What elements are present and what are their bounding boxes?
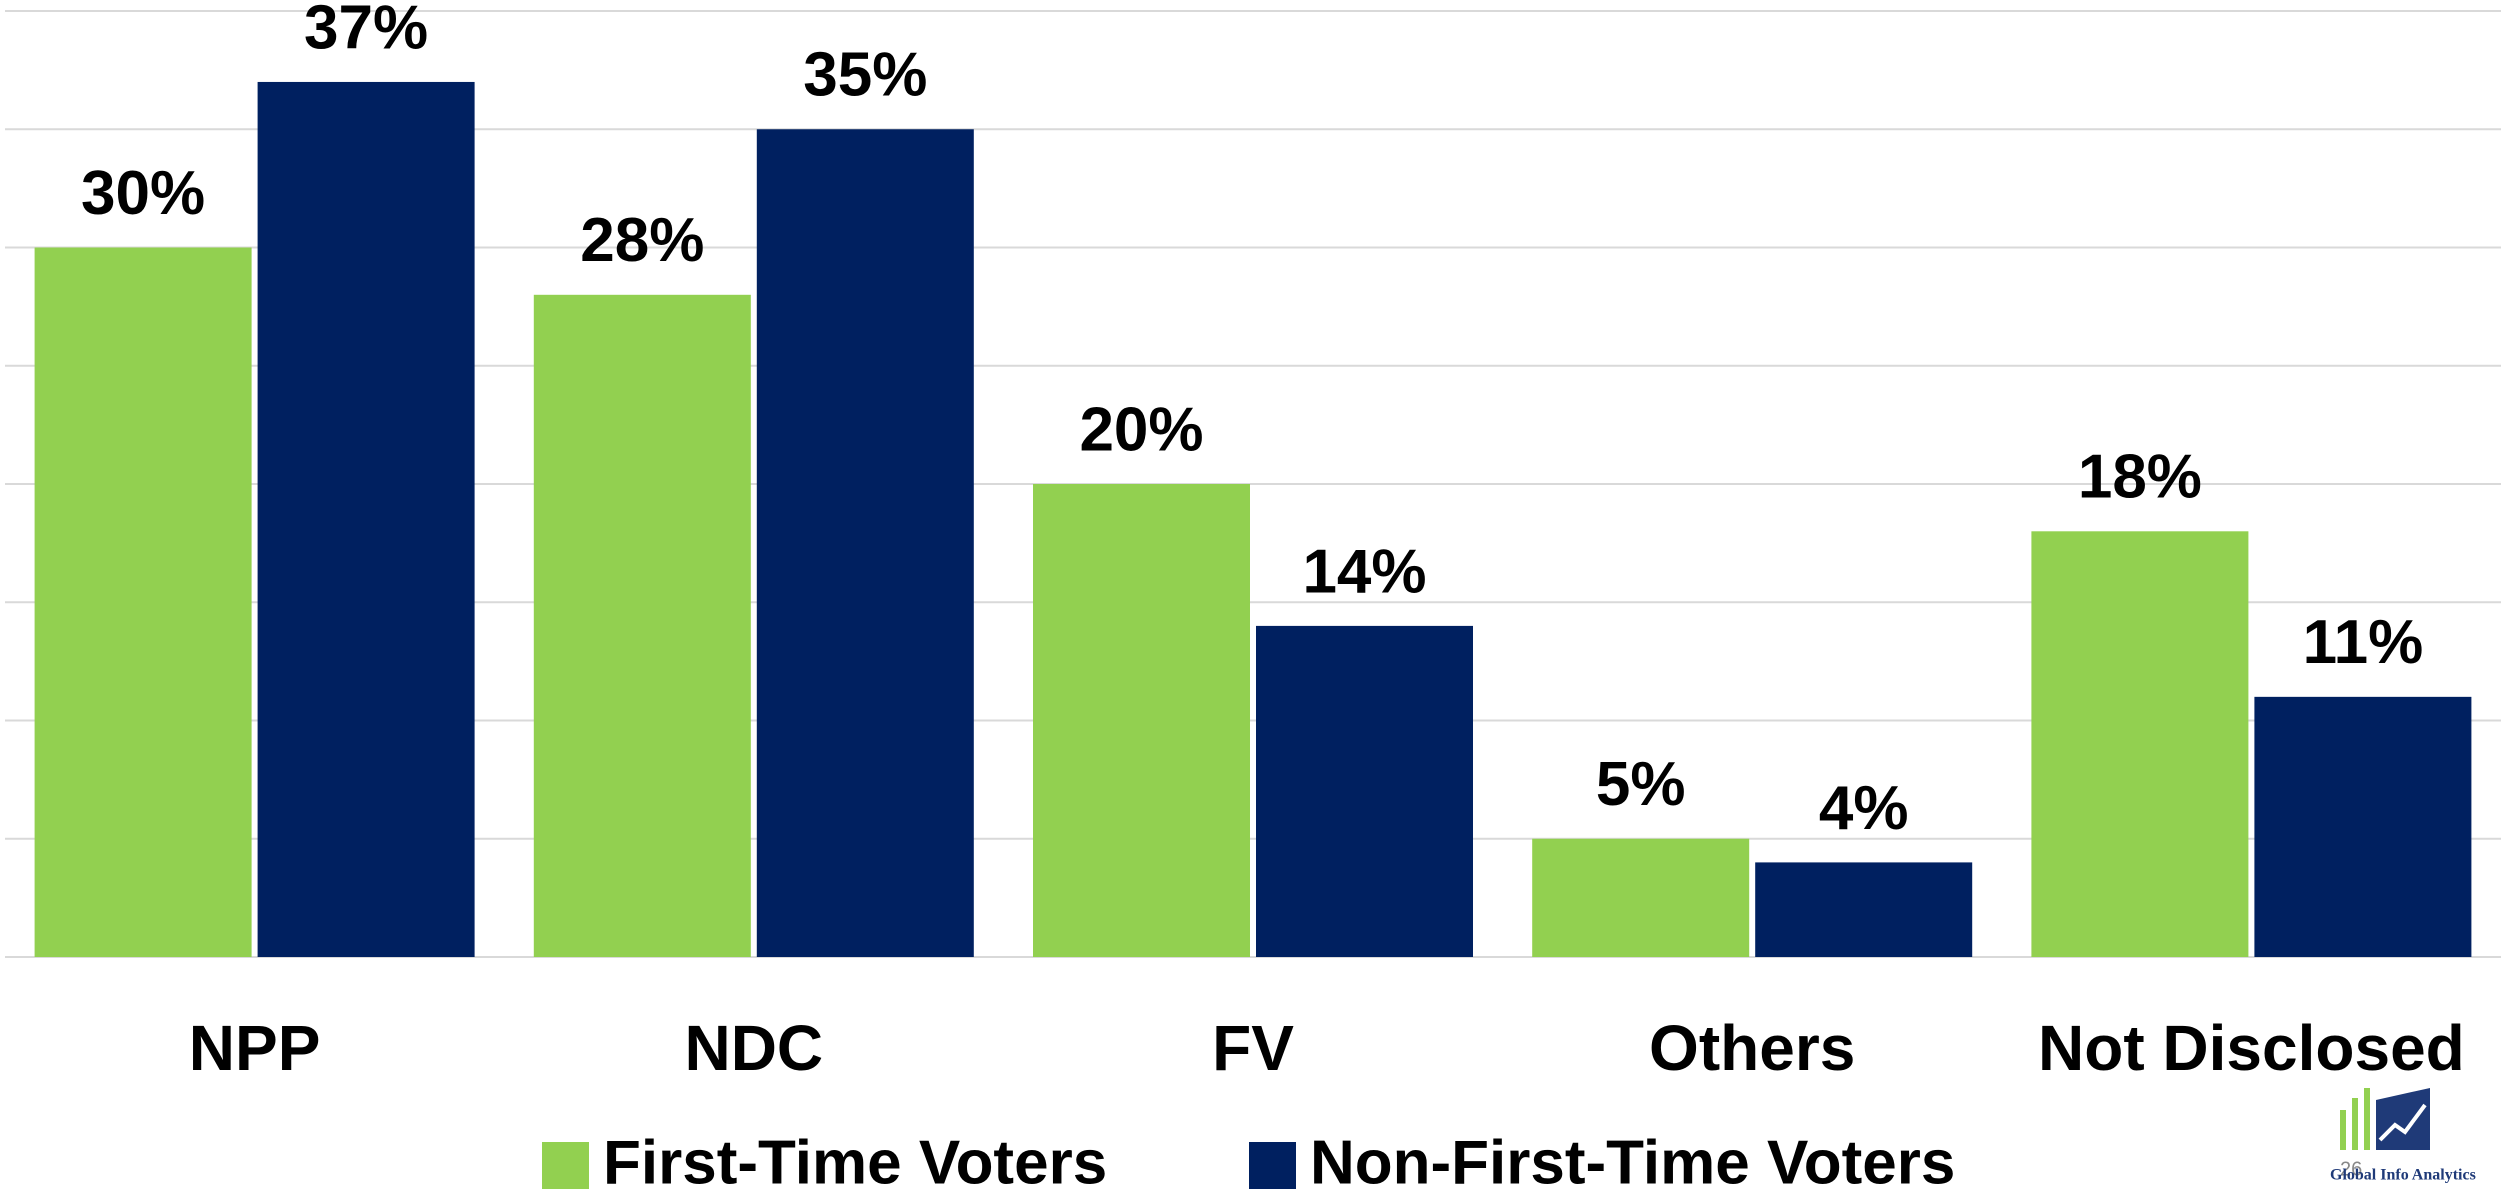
bar xyxy=(257,81,475,957)
bar xyxy=(533,294,751,957)
x-tick-label: NPP xyxy=(189,1012,321,1084)
logo xyxy=(2340,1088,2430,1150)
logo-text: Global Info Analytics xyxy=(2330,1167,2476,1184)
logo-bar xyxy=(2364,1088,2370,1150)
logo-bar xyxy=(2352,1098,2358,1150)
bar xyxy=(34,247,252,957)
legend-label: First-Time Voters xyxy=(603,1128,1107,1193)
data-label: 11% xyxy=(2303,608,2424,677)
x-tick-label: FV xyxy=(1212,1012,1294,1084)
data-label: 18% xyxy=(2078,443,2202,512)
logo-bar xyxy=(2340,1110,2346,1150)
bar xyxy=(1256,625,1473,957)
x-tick-label: Not Disclosed xyxy=(2038,1012,2465,1084)
data-label: 30% xyxy=(81,159,205,228)
logo-shape xyxy=(2376,1088,2430,1150)
bar xyxy=(756,129,974,957)
bar xyxy=(2254,696,2472,957)
data-label: 14% xyxy=(1302,537,1426,606)
data-label: 37% xyxy=(304,0,428,62)
logo-line xyxy=(2378,1103,2427,1142)
bar xyxy=(1033,484,1250,957)
data-label: 28% xyxy=(580,206,704,275)
data-label: 20% xyxy=(1079,395,1203,464)
data-label: 35% xyxy=(803,41,927,110)
x-tick-label: NDC xyxy=(684,1012,823,1084)
x-tick-label: Others xyxy=(1649,1012,1855,1084)
page-number: 26 xyxy=(2340,1158,2362,1180)
bar xyxy=(1755,862,1973,957)
legend-swatch xyxy=(1249,1142,1296,1189)
data-label: 4% xyxy=(1819,774,1909,843)
legend-label: Non-First-Time Voters xyxy=(1310,1128,1955,1193)
legend-swatch xyxy=(542,1142,589,1189)
bar xyxy=(1532,838,1750,957)
bar xyxy=(2031,531,2249,957)
data-label: 5% xyxy=(1596,750,1686,819)
